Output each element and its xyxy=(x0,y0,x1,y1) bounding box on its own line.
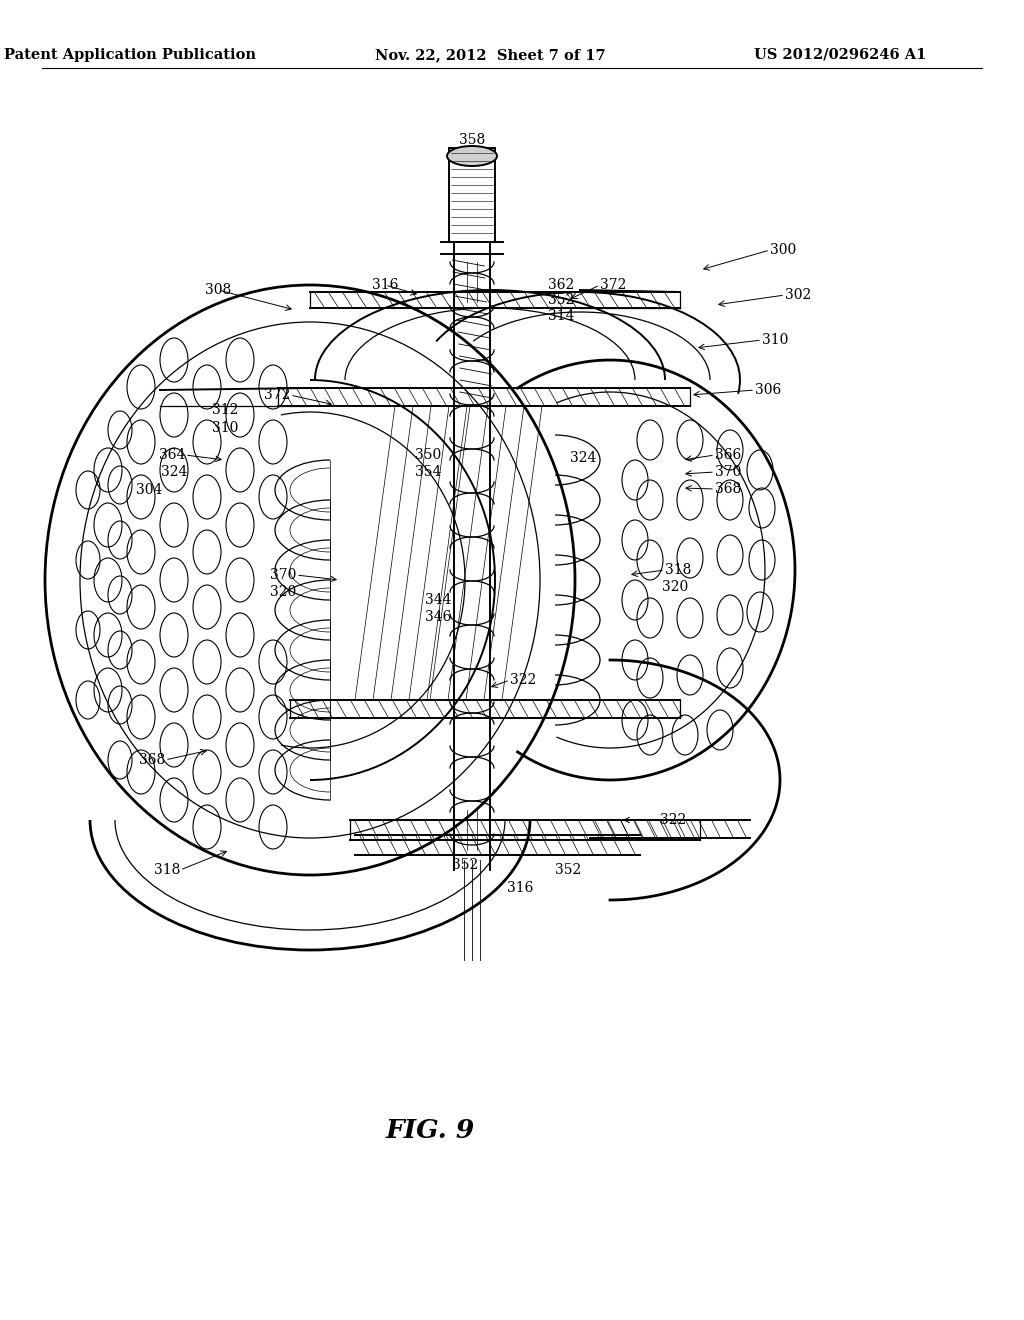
Text: 308: 308 xyxy=(205,282,231,297)
Text: 310: 310 xyxy=(762,333,788,347)
Text: Patent Application Publication: Patent Application Publication xyxy=(4,48,256,62)
Bar xyxy=(449,148,495,242)
Text: 372: 372 xyxy=(263,388,290,403)
Text: 370: 370 xyxy=(269,568,296,582)
Text: 318: 318 xyxy=(665,564,691,577)
Text: 352: 352 xyxy=(452,858,478,873)
Text: 314: 314 xyxy=(548,309,574,323)
Text: 354: 354 xyxy=(415,465,441,479)
Text: 346: 346 xyxy=(425,610,452,624)
Text: FIG. 9: FIG. 9 xyxy=(385,1118,475,1143)
Text: 320: 320 xyxy=(269,585,296,599)
Text: 362: 362 xyxy=(548,279,574,292)
Text: 300: 300 xyxy=(770,243,797,257)
Text: 344: 344 xyxy=(425,593,452,607)
Text: 352: 352 xyxy=(548,293,574,308)
Text: 358: 358 xyxy=(459,133,485,147)
Text: 312: 312 xyxy=(212,403,238,417)
Text: 366: 366 xyxy=(715,447,741,462)
Text: 306: 306 xyxy=(755,383,781,397)
Text: 324: 324 xyxy=(161,465,187,479)
Text: 316: 316 xyxy=(507,880,534,895)
Text: 320: 320 xyxy=(662,579,688,594)
Text: 352: 352 xyxy=(555,863,582,876)
Text: 370: 370 xyxy=(715,465,741,479)
Text: 368: 368 xyxy=(715,482,741,496)
Text: 310: 310 xyxy=(212,421,238,436)
Text: 322: 322 xyxy=(660,813,686,828)
Text: 324: 324 xyxy=(570,451,596,465)
Text: 372: 372 xyxy=(600,279,627,292)
Text: 316: 316 xyxy=(372,279,398,292)
Text: 322: 322 xyxy=(510,673,537,686)
Ellipse shape xyxy=(447,147,497,166)
Text: 350: 350 xyxy=(415,447,441,462)
Text: 368: 368 xyxy=(138,752,165,767)
Text: 364: 364 xyxy=(159,447,185,462)
Text: 318: 318 xyxy=(154,863,180,876)
Text: US 2012/0296246 A1: US 2012/0296246 A1 xyxy=(754,48,926,62)
Text: Nov. 22, 2012  Sheet 7 of 17: Nov. 22, 2012 Sheet 7 of 17 xyxy=(375,48,605,62)
Text: 304: 304 xyxy=(135,483,162,498)
Text: 302: 302 xyxy=(785,288,811,302)
